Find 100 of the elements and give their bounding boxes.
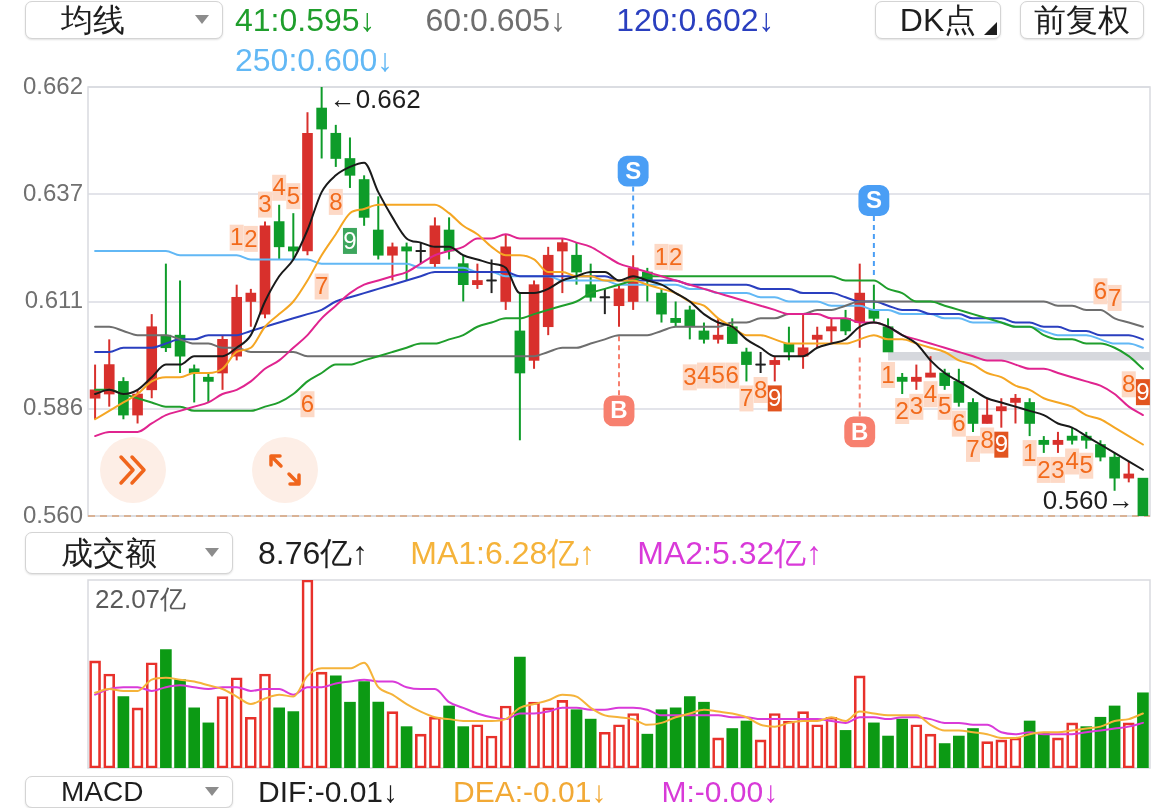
text: DIF:-0.01↓	[258, 774, 399, 808]
candlestick	[557, 237, 568, 295]
candlestick	[401, 241, 412, 282]
candlestick	[316, 86, 327, 160]
bar	[882, 735, 894, 768]
data-label: B	[610, 396, 628, 424]
text: 7	[1107, 283, 1122, 311]
candlestick	[754, 350, 767, 374]
candlestick	[939, 367, 951, 391]
text: 5	[711, 361, 725, 389]
bar	[329, 675, 342, 768]
text: 9	[343, 226, 357, 254]
candlestick	[1052, 430, 1064, 454]
text: 7	[314, 272, 329, 300]
text: 4	[1065, 447, 1079, 475]
candlestick	[840, 308, 851, 337]
text: 4	[697, 361, 711, 389]
candlestick	[811, 325, 823, 349]
text: 1	[230, 223, 244, 251]
text: 9	[768, 384, 782, 412]
candlestick	[203, 372, 214, 404]
candlestick	[698, 321, 710, 345]
bar	[174, 679, 186, 768]
bar	[117, 696, 130, 768]
candlestick	[896, 372, 908, 396]
text: MA2:5.32亿↑	[637, 534, 823, 573]
bar	[514, 656, 526, 768]
data-label: S	[865, 186, 882, 214]
y-tick-label: 0.586	[22, 393, 83, 421]
text: 6	[725, 361, 739, 389]
bar	[938, 743, 951, 768]
bar	[1137, 692, 1149, 768]
text: 4	[272, 173, 286, 201]
candlestick	[1010, 393, 1021, 425]
bar	[570, 709, 583, 768]
text: 6	[952, 409, 966, 437]
y-tick-label: 0.662	[22, 71, 83, 99]
text: MA1:6.28亿↑	[410, 534, 596, 573]
text: 120:0.602↓	[616, 1, 775, 40]
text: 8	[980, 426, 994, 454]
candlestick	[670, 300, 681, 328]
candlestick	[387, 241, 398, 282]
text: 60:0.605↓	[425, 1, 567, 40]
chart-title: 成交额	[61, 534, 157, 573]
candlestick	[712, 317, 724, 345]
annotation: 0.560→	[1042, 485, 1134, 516]
bar	[726, 728, 739, 768]
candlestick	[911, 363, 922, 391]
bar	[344, 701, 356, 768]
candlestick	[684, 304, 696, 341]
text: 7	[739, 384, 754, 412]
candlestick	[613, 283, 625, 328]
candlestick	[741, 346, 752, 383]
candlestick	[981, 397, 993, 425]
candlestick	[967, 397, 979, 433]
text: 3	[909, 392, 924, 420]
candlestick	[656, 287, 667, 324]
candlestick	[598, 287, 611, 316]
bar	[457, 726, 470, 768]
annotation: ←0.662	[329, 84, 421, 115]
bar	[698, 701, 710, 768]
text: 5	[286, 181, 300, 209]
bar	[202, 722, 215, 768]
text: 2	[1037, 455, 1051, 483]
candlestick	[245, 287, 257, 328]
bar	[740, 720, 753, 768]
text: 7	[966, 434, 980, 462]
candlestick	[585, 262, 597, 303]
bar	[287, 711, 300, 768]
bar	[839, 730, 852, 768]
bar	[188, 707, 201, 768]
bar	[400, 726, 413, 768]
text: M:-0.00↓	[661, 774, 779, 808]
bar	[683, 696, 696, 768]
text: 8	[753, 375, 768, 403]
bar	[953, 735, 965, 768]
text: 250:0.600↓	[235, 41, 394, 80]
text: 4	[923, 379, 938, 407]
bar	[372, 701, 385, 768]
text: DEA:-0.01↓	[453, 774, 607, 808]
bar	[443, 705, 455, 768]
text: 3	[683, 362, 697, 390]
text: 8	[329, 187, 343, 215]
text: 8	[1122, 369, 1136, 397]
bar	[358, 681, 370, 768]
bar	[160, 649, 172, 768]
bar	[584, 718, 597, 768]
bar	[641, 733, 654, 768]
text: 前复权	[1034, 1, 1130, 39]
candlestick	[826, 317, 837, 345]
candlestick	[726, 317, 738, 345]
text: 5	[1079, 451, 1093, 479]
y-tick-label: 0.560	[22, 500, 83, 528]
bar	[273, 707, 285, 768]
text: DK点	[899, 1, 977, 39]
candlestick	[925, 355, 936, 379]
text: 6	[1093, 276, 1108, 304]
y-tick-label: 0.611	[24, 286, 83, 314]
candlestick	[1109, 451, 1120, 492]
candlestick	[571, 241, 582, 286]
